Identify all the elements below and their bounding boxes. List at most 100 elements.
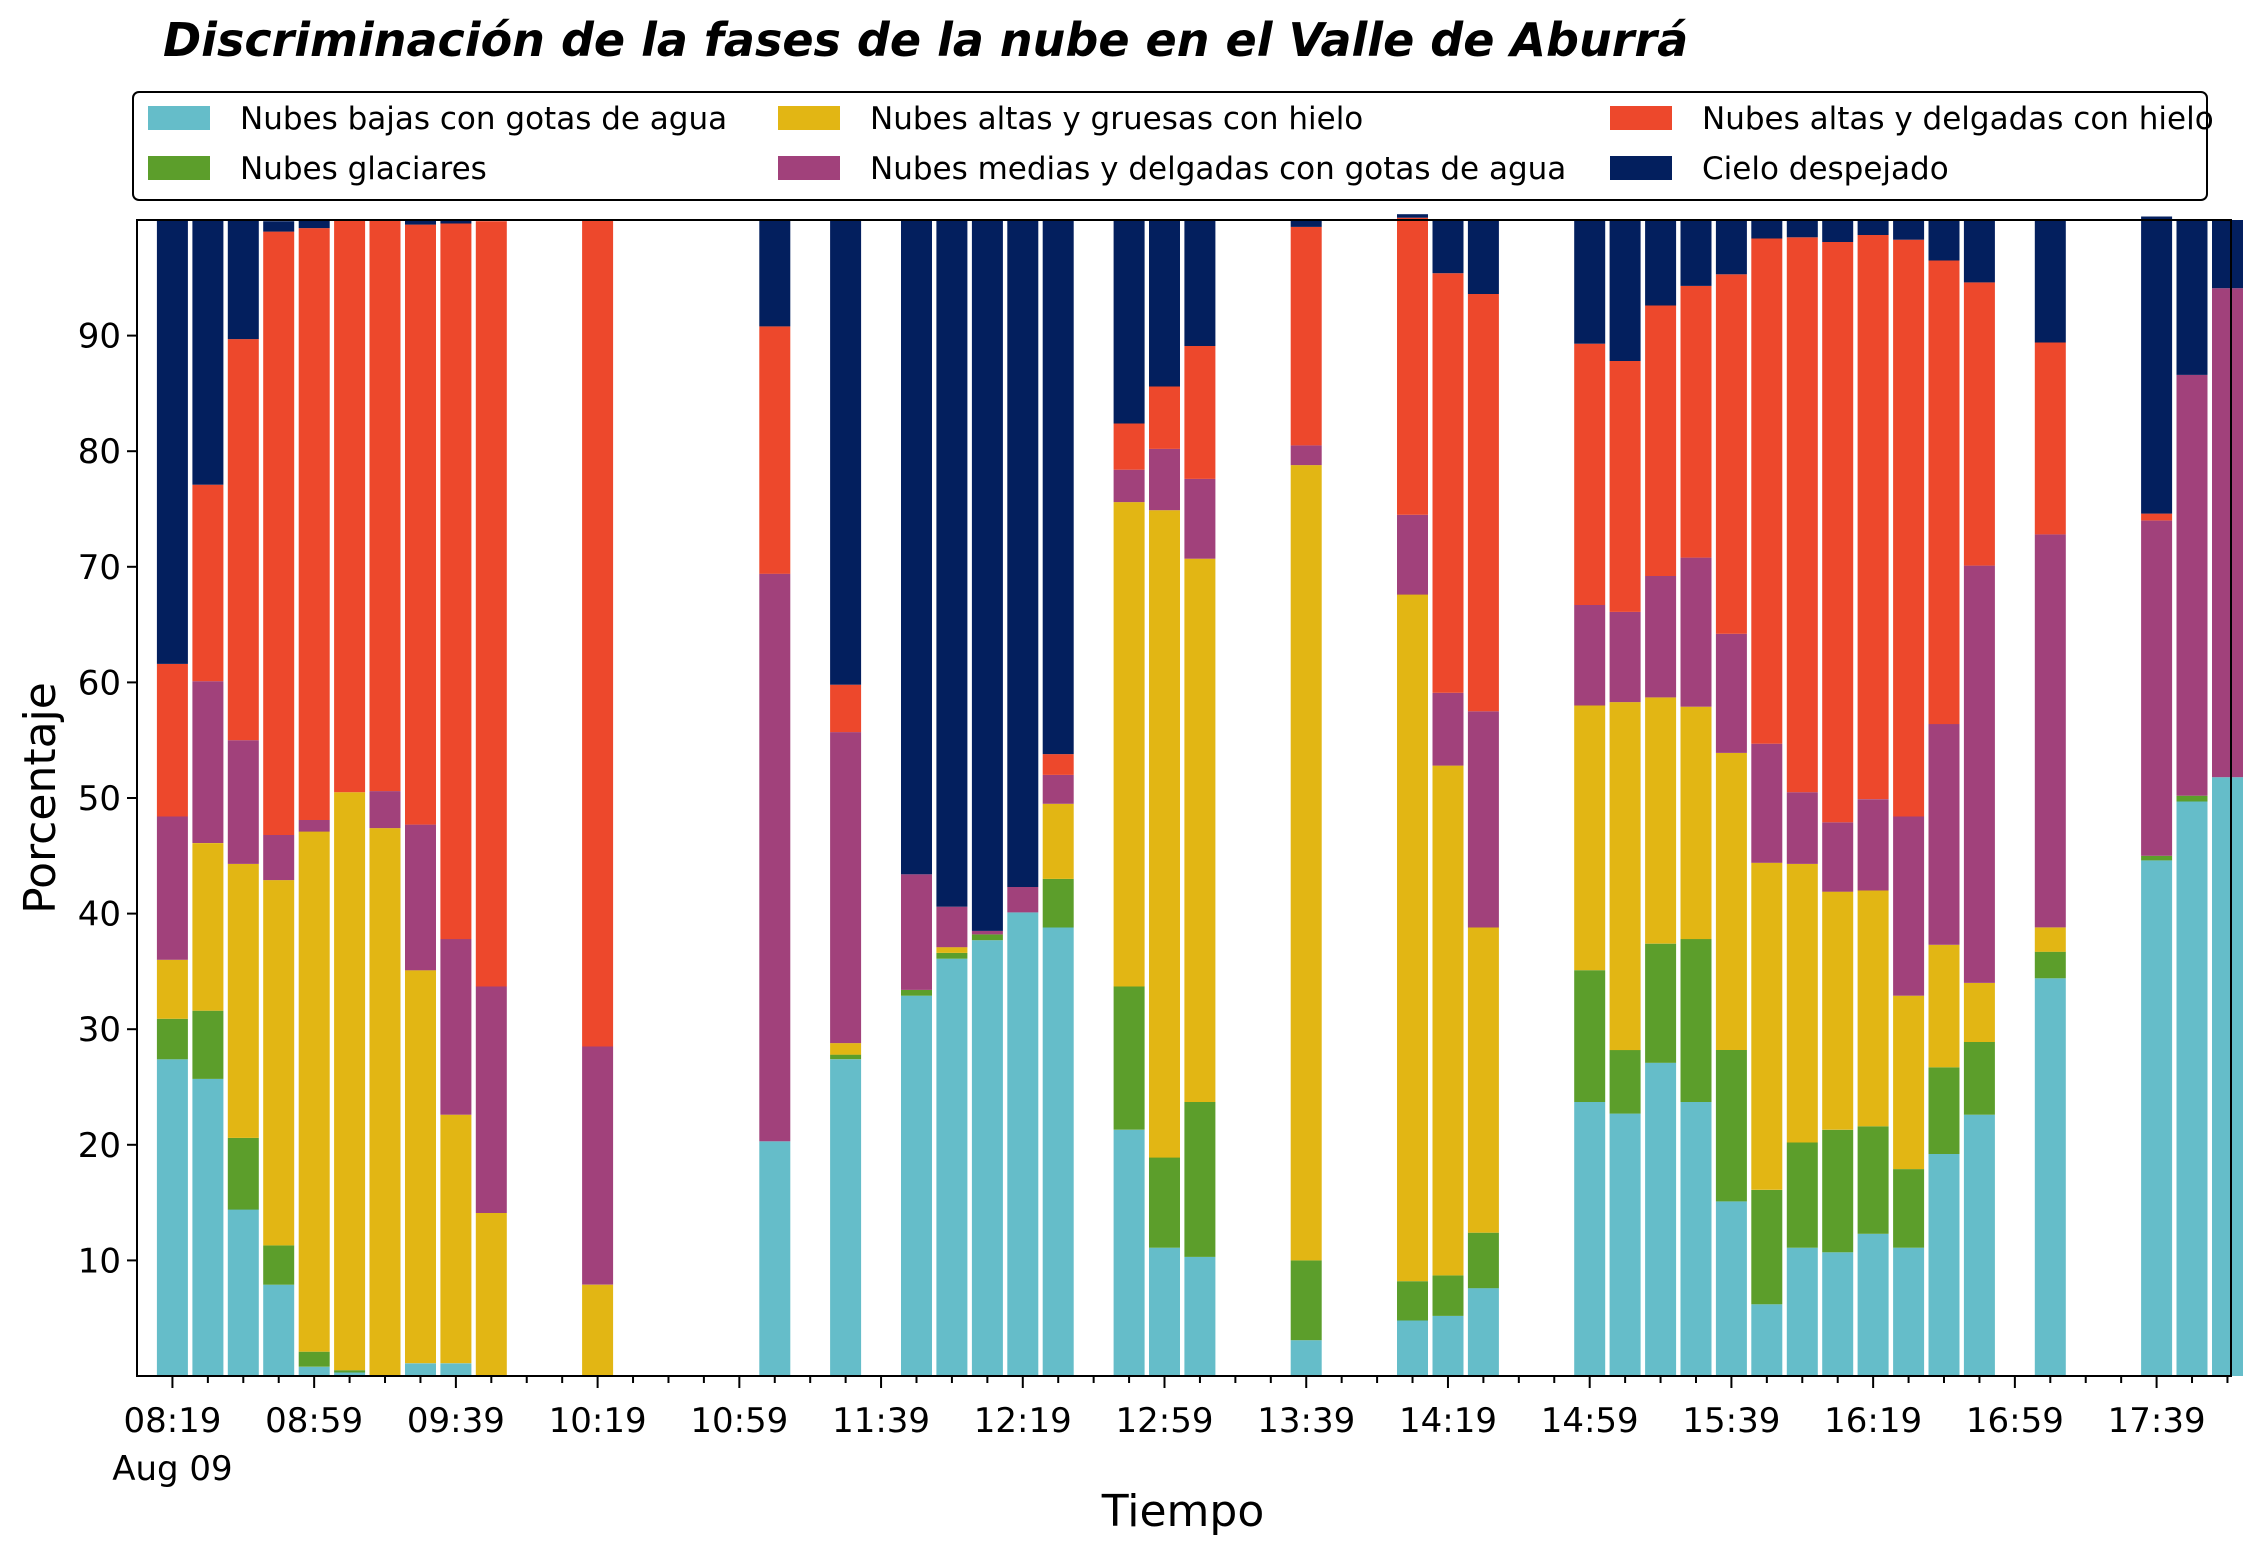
legend-swatch-3 xyxy=(778,106,840,130)
y-tick-label: 80 xyxy=(78,432,121,472)
bar-segment-1-0819 xyxy=(156,1059,188,1376)
bar-segment-5-1309 xyxy=(1184,346,1216,479)
x-tick-label: 08:19 xyxy=(123,1401,221,1441)
bar-segment-2-1509 xyxy=(1609,1050,1641,1114)
bar-segment-1-1609 xyxy=(1822,1252,1854,1376)
bar-segment-2-1129 xyxy=(830,1054,862,1060)
bar-segment-2-1619 xyxy=(1857,1126,1889,1234)
bar-segment-5-0919 xyxy=(369,220,401,792)
bar-segment-4-1639 xyxy=(1928,724,1960,945)
bar-segment-3-0909 xyxy=(334,792,366,1371)
bar-segment-4-1229 xyxy=(1042,774,1074,804)
bar-segment-2-1609 xyxy=(1822,1129,1854,1253)
bar-segment-6-1109 xyxy=(759,220,791,327)
bar-segment-3-1419 xyxy=(1432,765,1464,1276)
bar-segment-6-1129 xyxy=(830,220,862,685)
legend-swatch-5 xyxy=(1610,106,1672,130)
bar-segment-1-1539 xyxy=(1715,1201,1747,1376)
bar-segment-3-1459 xyxy=(1574,705,1606,971)
bar-segment-1-1209 xyxy=(971,940,1003,1376)
bar-segment-4-1529 xyxy=(1680,557,1712,707)
bar-segment-3-0849 xyxy=(263,880,295,1246)
bar-segment-5-1609 xyxy=(1822,242,1854,823)
bar-segment-4-0859 xyxy=(298,820,330,832)
bar-segment-3-1249 xyxy=(1113,502,1145,987)
bar-segment-6-1219 xyxy=(1007,220,1039,887)
bar-segment-5-1549 xyxy=(1751,238,1783,744)
bar-segment-6-1409 xyxy=(1397,214,1428,218)
bar-segment-1-1509 xyxy=(1609,1113,1641,1376)
bar-segment-3-1549 xyxy=(1751,862,1783,1190)
y-axis-label: Porcentaje xyxy=(15,682,66,914)
bar-segment-1-1409 xyxy=(1397,1320,1428,1376)
bar-segment-6-0829 xyxy=(192,220,224,485)
bar-segment-3-1529 xyxy=(1680,706,1712,940)
bar-segment-6-1649 xyxy=(1963,220,1995,283)
bar-segment-3-1339 xyxy=(1290,465,1322,1261)
bar-segment-2-1259 xyxy=(1149,1157,1180,1248)
bar-segment-2-0829 xyxy=(192,1010,224,1079)
bar-segment-6-1539 xyxy=(1715,220,1747,275)
bar-segment-2-1519 xyxy=(1645,943,1677,1063)
bar-segment-2-0909 xyxy=(334,1370,366,1373)
legend-label-6: Cielo despejado xyxy=(1702,151,1949,187)
bar-segment-4-1159 xyxy=(936,906,968,948)
bar-segment-6-1709 xyxy=(2034,220,2066,343)
bar-segment-3-1639 xyxy=(1928,944,1960,1068)
bar-segment-3-1159 xyxy=(936,947,968,953)
bar-segment-3-0939 xyxy=(440,1114,472,1364)
x-tick-label: 12:59 xyxy=(1116,1401,1214,1441)
bar-segment-6-1739 xyxy=(2141,216,2173,514)
x-tick-label: 16:19 xyxy=(1824,1401,1922,1441)
y-tick-label: 50 xyxy=(78,779,121,819)
bar-segment-3-1709 xyxy=(2034,927,2066,952)
x-tick-label: 11:39 xyxy=(832,1401,930,1441)
bar-segment-4-1219 xyxy=(1007,887,1039,913)
bar-segment-5-0929 xyxy=(405,224,436,825)
bar-segment-5-1529 xyxy=(1680,285,1712,558)
y-tick-label: 40 xyxy=(78,895,121,935)
bar-segment-1-1519 xyxy=(1645,1062,1677,1376)
bar-segment-5-0939 xyxy=(440,223,472,940)
bar-segment-1-1249 xyxy=(1113,1129,1145,1376)
bar-segment-3-1259 xyxy=(1149,510,1180,1158)
bar-segment-2-1459 xyxy=(1574,970,1606,1102)
bar-segment-1-0859 xyxy=(298,1366,330,1376)
bar-segment-6-1229 xyxy=(1042,220,1074,755)
x-tick-label: 13:39 xyxy=(1257,1401,1355,1441)
bar-segment-4-0819 xyxy=(156,816,188,960)
bar-segment-2-1429 xyxy=(1467,1232,1499,1289)
bar-segment-4-1249 xyxy=(1113,469,1145,503)
bar-segment-2-1339 xyxy=(1290,1260,1322,1341)
bar-segment-2-1629 xyxy=(1893,1169,1925,1248)
bar-segment-1-1219 xyxy=(1007,912,1039,1376)
bar-segment-4-1759 xyxy=(2212,288,2243,778)
bar-segment-2-1529 xyxy=(1680,939,1712,1102)
bar-segment-6-1459 xyxy=(1574,220,1606,344)
bar-segment-1-1149 xyxy=(901,995,932,1376)
bar-segment-6-1749 xyxy=(2176,220,2208,375)
bar-segment-5-1339 xyxy=(1290,226,1322,446)
bar-segment-6-0849 xyxy=(263,221,295,232)
bar-segment-5-1109 xyxy=(759,326,791,574)
bar-segment-6-1309 xyxy=(1184,220,1216,346)
bar-segment-4-1549 xyxy=(1751,743,1783,863)
bar-segment-4-1649 xyxy=(1963,565,1995,983)
bar-segment-2-1249 xyxy=(1113,986,1145,1130)
x-tick-label: 14:19 xyxy=(1399,1401,1497,1441)
bar-segment-1-1159 xyxy=(936,958,968,1376)
bar-segment-4-1519 xyxy=(1645,576,1677,698)
y-tick-label: 30 xyxy=(78,1010,121,1050)
bar-segment-2-0849 xyxy=(263,1245,295,1285)
bar-segment-1-1229 xyxy=(1042,927,1074,1376)
bar-segment-1-1629 xyxy=(1893,1247,1925,1376)
x-tick-date-label: Aug 09 xyxy=(112,1449,232,1489)
bar-segment-2-1229 xyxy=(1042,878,1074,928)
legend-label-3: Nubes altas y gruesas con hielo xyxy=(870,101,1363,137)
bar-segment-6-1209 xyxy=(971,220,1003,931)
y-tick-label: 60 xyxy=(78,663,121,703)
bar-segment-5-1229 xyxy=(1042,754,1074,775)
bar-segment-4-1309 xyxy=(1184,478,1216,559)
bar-segment-1-0929 xyxy=(405,1363,436,1376)
bars xyxy=(156,214,2243,1376)
